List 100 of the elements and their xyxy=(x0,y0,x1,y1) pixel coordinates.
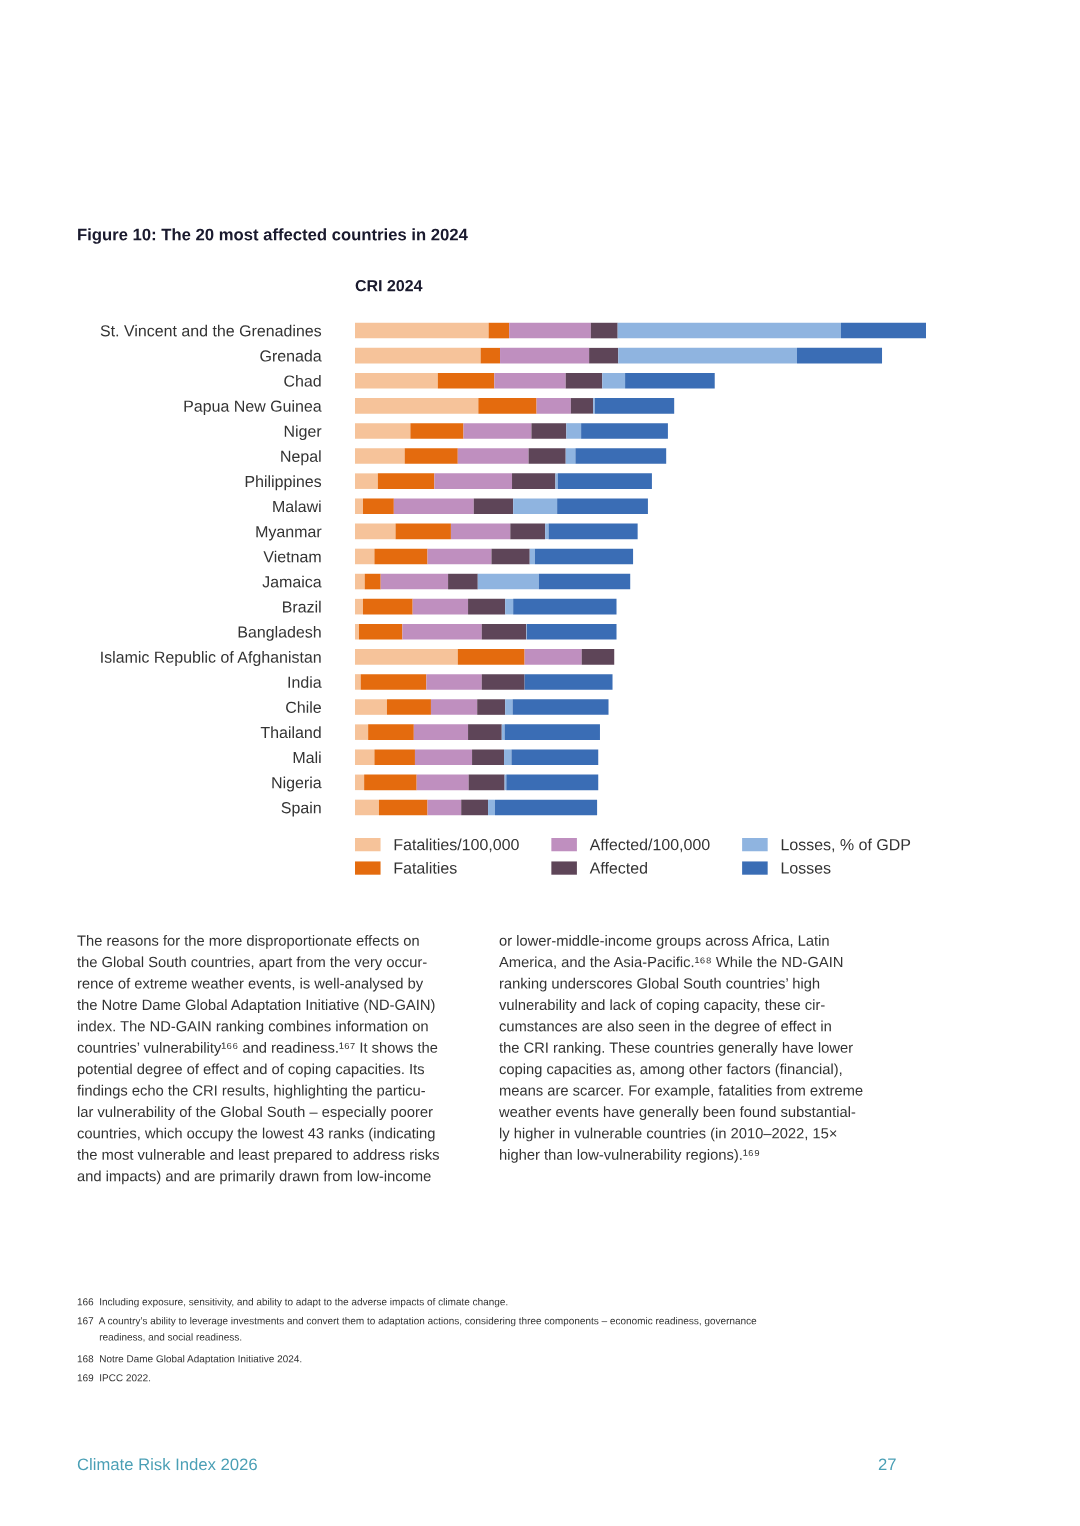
bar xyxy=(506,774,599,791)
bar xyxy=(448,573,478,590)
legend-label: Fatalities/100,000 xyxy=(394,838,519,853)
bar xyxy=(477,699,506,715)
text: 167 A country’s ability to leverage investments and convert them to adaptation actions, considering three components – economic readiness, governance readiness, and social readiness. xyxy=(77,1317,757,1342)
bar xyxy=(364,774,417,791)
bar xyxy=(617,322,841,339)
bar xyxy=(512,473,556,489)
bar xyxy=(509,322,591,339)
y-tick-label: Nepal xyxy=(281,450,321,466)
bar xyxy=(450,523,511,540)
bar xyxy=(430,699,478,715)
bar xyxy=(377,473,435,489)
bar xyxy=(524,649,582,665)
bar xyxy=(581,649,615,665)
legend-label: Affected/100,000 xyxy=(589,838,710,853)
bar xyxy=(494,372,566,389)
bar xyxy=(355,372,438,389)
bar xyxy=(355,573,365,590)
bar xyxy=(536,398,571,414)
y-tick-label: Thailand xyxy=(260,726,321,739)
y-tick-label: Mali xyxy=(293,751,321,764)
bar xyxy=(359,623,403,640)
bar xyxy=(796,347,883,364)
y-tick-label: Islamic Republic of Afghanistan xyxy=(101,651,321,666)
bar xyxy=(362,598,413,615)
text: or lower-middle-income groups across Africa, Latin America, and the Asia-Pacific.¹⁶⁸ While the ND-GAIN ranking underscores Global South countries’ high vulnerability and lack of coping capacity, these cir- cumstances are also seen in the degree of effect in the CRI ranking. These countries generally have lower coping capacities as, among other factors (financial), means are scarcer. For example, fatalities from extreme weather events have generally been found substantial- ly higher in vulnerable countries (in 2010–2022, 15× higher than low-vulnerability regions).¹⁶⁹ xyxy=(498,935,863,1163)
bar xyxy=(355,598,363,615)
bar xyxy=(374,749,415,766)
bar xyxy=(494,799,598,816)
bar xyxy=(528,448,566,464)
y-tick-label: Spain xyxy=(281,801,321,817)
bar xyxy=(581,423,668,439)
y-tick-label: Papua New Guinea xyxy=(184,400,322,415)
bar xyxy=(566,423,582,439)
bar xyxy=(555,473,558,489)
bar xyxy=(524,674,613,690)
bar xyxy=(478,398,537,414)
bar xyxy=(360,674,427,690)
bar xyxy=(526,623,617,640)
bar xyxy=(355,322,489,339)
bar xyxy=(461,799,489,816)
y-tick-label: Chad xyxy=(284,374,321,387)
text: Climate Risk Index 2026 xyxy=(77,1458,257,1471)
bar xyxy=(513,498,558,515)
bar xyxy=(355,473,378,489)
bar xyxy=(840,322,926,339)
y-tick-label: Vietnam xyxy=(263,550,321,563)
y-tick-label: Nigeria xyxy=(272,776,322,792)
bar xyxy=(355,423,411,439)
bar xyxy=(410,423,464,439)
bar xyxy=(538,573,631,590)
bar xyxy=(545,523,549,540)
text: The reasons for the more disproportionate effects on the Global South countries, apart from the very occur- rence of extreme weather events, is well-analysed by the Notre Dame Global Adaptation Initiative (ND-GAIN) index. The ND-GAIN ranking combines information on countries’ vulnerability¹⁶⁶ and readiness.¹⁶⁷ It shows the potential degree of effect and of coping capacities. Its findings echo the CRI results, highlighting the particu- lar vulnerability of the Global South – especially poorer countries, which occupy the lowest 43 ranks (indicating the most vulnerable and least prepared to address risks and impacts) and are primarily drawn from low-income xyxy=(77,935,439,1185)
bar xyxy=(510,523,546,540)
bar xyxy=(565,372,603,389)
chart-title: Figure 10: The 20 most affected countries in 2024 xyxy=(78,228,468,244)
y-tick-label: Brazil xyxy=(283,600,321,613)
chart-subtitle: CRI 2024 xyxy=(355,279,423,292)
bar xyxy=(437,372,495,389)
bar xyxy=(477,573,539,590)
legend-label: Affected xyxy=(589,862,647,874)
bar xyxy=(504,749,512,766)
bar xyxy=(513,598,617,615)
bar xyxy=(618,347,797,364)
bar xyxy=(427,799,462,816)
bar xyxy=(602,372,626,389)
bar xyxy=(505,598,514,615)
bar xyxy=(434,473,513,489)
bar xyxy=(355,347,481,364)
bar xyxy=(468,598,506,615)
bar xyxy=(590,322,618,339)
bar xyxy=(355,774,365,791)
y-tick-label: Malawi xyxy=(273,500,321,513)
bar xyxy=(557,498,648,515)
y-tick-label: Philippines xyxy=(245,475,322,491)
bar xyxy=(488,799,495,816)
bar xyxy=(463,423,532,439)
bar xyxy=(355,623,359,640)
bar xyxy=(512,699,609,715)
bar xyxy=(362,498,394,515)
legend-label: Losses, % of GDP xyxy=(781,838,911,853)
bar xyxy=(395,523,451,540)
bar xyxy=(355,699,387,715)
bar xyxy=(548,523,638,540)
bar xyxy=(570,398,594,414)
bar xyxy=(402,623,482,640)
bar xyxy=(504,724,600,740)
bar xyxy=(491,548,530,565)
bar xyxy=(473,498,514,515)
bar xyxy=(416,774,469,791)
y-tick-label: Bangladesh xyxy=(238,625,321,641)
bar xyxy=(412,598,469,615)
bar xyxy=(480,347,501,364)
bar xyxy=(468,774,505,791)
bar xyxy=(472,749,505,766)
bar xyxy=(414,749,473,766)
bar xyxy=(594,398,675,414)
bar xyxy=(355,448,405,464)
bar xyxy=(368,724,414,740)
